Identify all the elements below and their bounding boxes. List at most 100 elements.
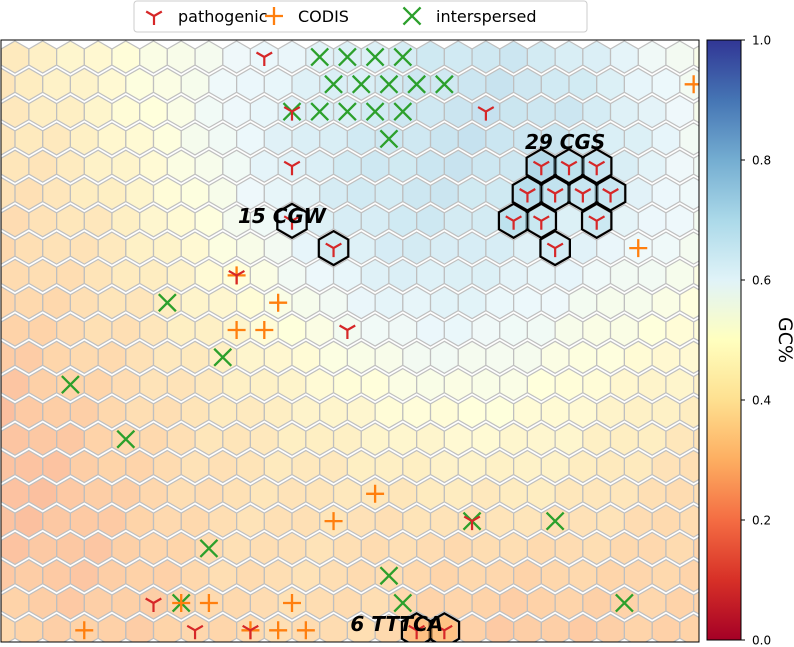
hex-cell [679, 176, 699, 211]
cluster-annotation: 29 CGS [525, 130, 605, 154]
cluster-outline [400, 612, 461, 642]
pathogenic-marker [228, 269, 245, 285]
interspersed-marker [157, 293, 177, 313]
CODIS-marker [324, 512, 343, 531]
hex-cell [693, 99, 699, 124]
cluster-hex [428, 612, 461, 642]
hex-cell [693, 536, 699, 561]
pathogenic-marker [532, 215, 550, 230]
interspersed-marker [199, 539, 219, 558]
hex-cell [693, 45, 699, 69]
pathogenic-marker [546, 188, 564, 203]
plot-area: 15 CGW 29 CGS 6 TTTCA [0, 39, 700, 643]
cluster-annotation: 6 TTTCA [350, 612, 443, 636]
CODIS-marker [75, 621, 94, 640]
colorbar-ticks: 0.0 0.2 0.4 0.6 0.8 1.0 [741, 34, 771, 647]
CODIS-marker [629, 239, 648, 258]
hex-cell [679, 449, 699, 484]
interspersed-marker [338, 47, 357, 67]
pathogenic-marker [602, 188, 619, 203]
CODIS-marker [199, 594, 218, 612]
interspersed-marker [615, 593, 634, 613]
interspersed-marker [351, 74, 371, 94]
interspersed-marker [213, 347, 233, 367]
interspersed-marker [545, 511, 565, 531]
pathogenic-marker [477, 106, 495, 121]
cluster-hex [539, 229, 571, 267]
pathogenic-marker [145, 597, 162, 612]
interspersed-marker [407, 74, 427, 94]
pathogenic-marker [546, 242, 564, 258]
colorbar-tick-label: 0.0 [752, 634, 771, 647]
legend-label: CODIS [298, 7, 349, 26]
CODIS-marker [684, 75, 699, 94]
interspersed-marker [434, 74, 454, 94]
pathogenic-marker [283, 215, 301, 230]
hex-cell [693, 427, 699, 452]
pathogenic-marker [283, 106, 301, 121]
pathogenic-marker [463, 515, 481, 531]
hex-cell [679, 504, 699, 538]
legend-interspersed-marker [402, 6, 422, 26]
cluster-hex [594, 175, 627, 212]
markers-layer [61, 47, 699, 640]
colorbar-gradient [706, 39, 742, 641]
pathogenic-marker [574, 188, 592, 203]
pathogenic-marker [505, 215, 522, 230]
legend-pathogenic-marker [145, 10, 163, 25]
hex-cell [679, 286, 699, 320]
legend-label: pathogenic [178, 7, 268, 26]
hex-cell [693, 591, 699, 615]
cluster-hex-fill [403, 615, 430, 642]
CODIS-marker [255, 321, 274, 339]
pathogenic-marker [588, 160, 606, 176]
hex-cell [679, 395, 699, 429]
legend-label: interspersed [436, 7, 537, 26]
colorbar-tick-label: 0.4 [752, 394, 771, 408]
pathogenic-marker [588, 215, 606, 230]
interspersed-marker [393, 593, 413, 613]
hex-cell [679, 559, 699, 593]
CODIS-marker [366, 484, 385, 503]
interspersed-marker [365, 102, 385, 121]
interspersed-marker [324, 74, 343, 94]
pathogenic-marker [408, 624, 426, 640]
pathogenic-marker [283, 160, 301, 176]
interspersed-marker [393, 47, 413, 67]
pathogenic-marker [519, 188, 536, 203]
interspersed-marker [310, 47, 330, 67]
hex-cell [693, 154, 699, 179]
interspersed-marker [379, 129, 399, 149]
cluster-annotation: 15 CGW [238, 204, 327, 228]
CODIS-marker [296, 621, 315, 640]
colorbar-tick-label: 0.6 [752, 274, 771, 288]
hex-cell [693, 318, 699, 342]
interspersed-marker [379, 74, 399, 94]
colorbar: 0.0 0.2 0.4 0.6 0.8 1.0 GC% [706, 34, 794, 647]
hex-cell [693, 263, 699, 288]
CODIS-marker [172, 594, 191, 612]
CODIS-marker [227, 321, 246, 339]
hex-cell [693, 481, 699, 506]
interspersed-marker [61, 375, 80, 394]
pathogenic-marker [186, 624, 204, 640]
legend-CODIS-marker [265, 7, 283, 25]
interspersed-marker [116, 429, 136, 449]
hex-cell [693, 372, 699, 397]
pathogenic-marker [255, 51, 273, 66]
colorbar-tick-label: 1.0 [752, 34, 771, 48]
legend-entry-interspersed: interspersed [402, 6, 537, 26]
annotations-layer: 15 CGW 29 CGS 6 TTTCA [238, 130, 605, 636]
interspersed-marker [365, 47, 385, 67]
interspersed-marker [393, 102, 413, 121]
pathogenic-marker [435, 624, 453, 640]
cluster-outlines [276, 147, 627, 642]
interspersed-marker [310, 102, 330, 121]
legend-entry-CODIS: CODIS [265, 7, 349, 26]
cluster-hex [580, 147, 613, 185]
cluster-hex [317, 229, 350, 267]
pathogenic-marker [532, 160, 550, 176]
colorbar-tick-label: 0.8 [752, 154, 771, 168]
legend-box [133, 0, 588, 33]
